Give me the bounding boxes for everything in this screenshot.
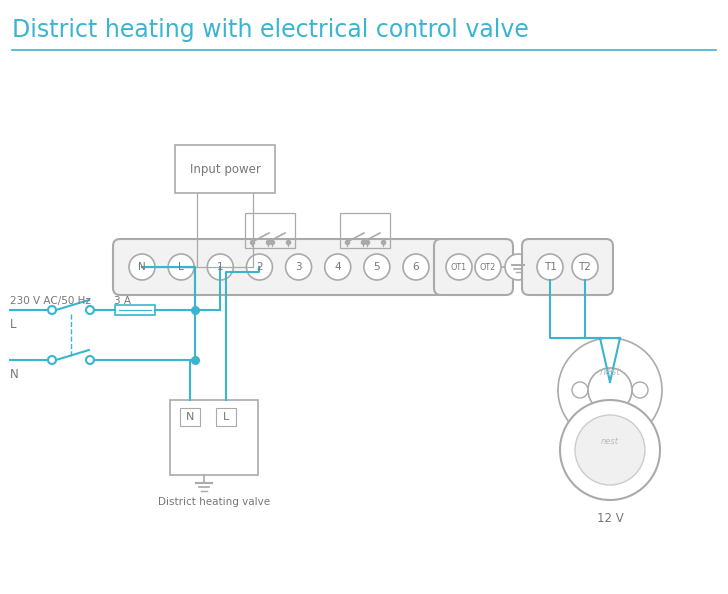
Circle shape xyxy=(537,254,563,280)
Text: T2: T2 xyxy=(579,262,591,272)
Text: L: L xyxy=(10,318,17,331)
Circle shape xyxy=(575,415,645,485)
Text: Input power: Input power xyxy=(189,163,261,175)
Circle shape xyxy=(207,254,233,280)
Circle shape xyxy=(247,254,272,280)
Text: 3 A: 3 A xyxy=(114,296,132,306)
Text: 4: 4 xyxy=(334,262,341,272)
Text: 12 V: 12 V xyxy=(597,512,623,525)
FancyBboxPatch shape xyxy=(113,239,445,295)
Circle shape xyxy=(86,306,94,314)
Text: OT1: OT1 xyxy=(451,263,467,271)
Circle shape xyxy=(86,356,94,364)
Text: District heating valve: District heating valve xyxy=(158,497,270,507)
Text: N: N xyxy=(186,412,194,422)
Text: nest: nest xyxy=(599,367,620,377)
Circle shape xyxy=(446,254,472,280)
Circle shape xyxy=(48,306,56,314)
Circle shape xyxy=(48,356,56,364)
FancyBboxPatch shape xyxy=(170,400,258,475)
Circle shape xyxy=(168,254,194,280)
FancyBboxPatch shape xyxy=(216,408,236,426)
Text: 5: 5 xyxy=(373,262,380,272)
Circle shape xyxy=(572,254,598,280)
Circle shape xyxy=(560,400,660,500)
Circle shape xyxy=(632,382,648,398)
Circle shape xyxy=(572,382,588,398)
Text: L: L xyxy=(223,412,229,422)
FancyBboxPatch shape xyxy=(175,145,275,193)
Text: N: N xyxy=(10,368,19,381)
Text: OT2: OT2 xyxy=(480,263,496,271)
Circle shape xyxy=(475,254,501,280)
Circle shape xyxy=(588,368,632,412)
Circle shape xyxy=(325,254,351,280)
Text: N: N xyxy=(138,262,146,272)
Circle shape xyxy=(403,254,429,280)
Circle shape xyxy=(364,254,390,280)
Circle shape xyxy=(129,254,155,280)
Text: L: L xyxy=(178,262,184,272)
FancyBboxPatch shape xyxy=(434,239,513,295)
Text: T1: T1 xyxy=(544,262,556,272)
Circle shape xyxy=(505,254,531,280)
Text: 6: 6 xyxy=(413,262,419,272)
Text: 2: 2 xyxy=(256,262,263,272)
FancyBboxPatch shape xyxy=(180,408,200,426)
FancyBboxPatch shape xyxy=(115,305,155,315)
FancyBboxPatch shape xyxy=(522,239,613,295)
Text: District heating with electrical control valve: District heating with electrical control… xyxy=(12,18,529,42)
FancyBboxPatch shape xyxy=(597,412,623,424)
Text: nest: nest xyxy=(601,438,619,447)
Text: 1: 1 xyxy=(217,262,223,272)
Text: 3: 3 xyxy=(296,262,302,272)
Text: 230 V AC/50 Hz: 230 V AC/50 Hz xyxy=(10,296,91,306)
Circle shape xyxy=(285,254,312,280)
Circle shape xyxy=(558,338,662,442)
